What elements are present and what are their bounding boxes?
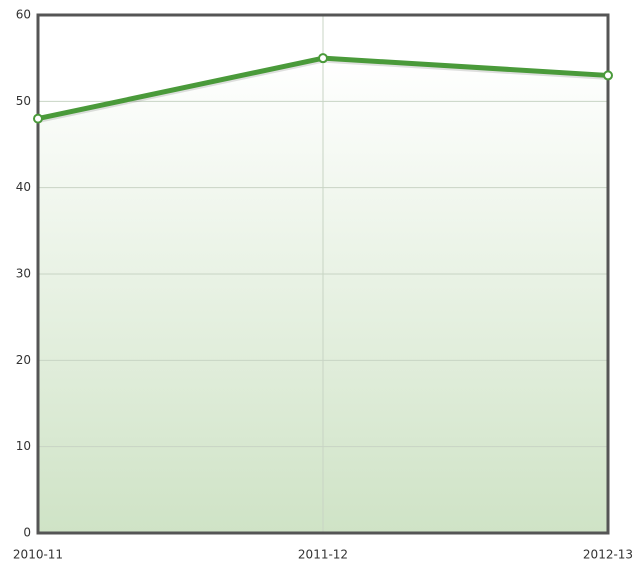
- y-tick-label: 30: [16, 267, 31, 281]
- x-tick-label: 2010-11: [13, 548, 63, 562]
- plot-border: [36, 13, 610, 535]
- x-tick-label: 2012-13: [583, 548, 633, 562]
- point: [318, 53, 328, 64]
- y-tick-label: 20: [16, 353, 31, 367]
- y-tick-label: 60: [16, 8, 31, 22]
- x-tick-label: 2011-12: [298, 548, 348, 562]
- point: [603, 70, 613, 81]
- y-tick-label: 40: [16, 180, 31, 194]
- y-tick-label: 50: [16, 94, 31, 108]
- y-tick-label: 10: [16, 439, 31, 453]
- point: [33, 113, 43, 124]
- y-tick-label: 0: [23, 526, 31, 540]
